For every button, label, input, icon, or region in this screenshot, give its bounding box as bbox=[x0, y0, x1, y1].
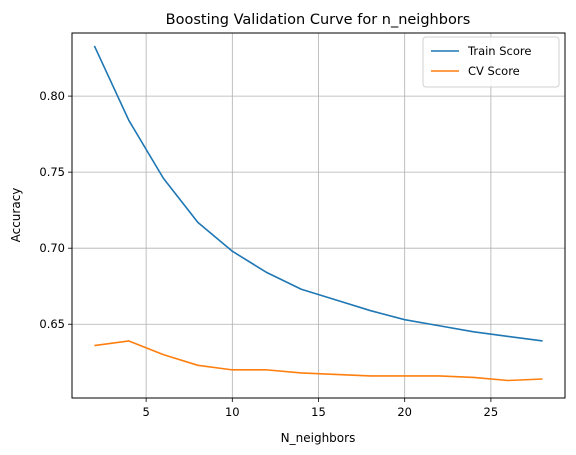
y-axis-ticks: 0.65 0.70 0.75 0.80 bbox=[39, 89, 72, 331]
legend: Train Score CV Score bbox=[422, 36, 560, 88]
y-tick-label: 0.75 bbox=[39, 165, 65, 179]
series-layer bbox=[93, 45, 543, 382]
x-axis-label: N_neighbors bbox=[281, 431, 356, 445]
x-tick-label: 15 bbox=[311, 405, 326, 419]
x-tick-label: 5 bbox=[142, 405, 149, 419]
y-tick-label: 0.65 bbox=[39, 317, 65, 331]
legend-box bbox=[422, 36, 560, 88]
chart-title: Boosting Validation Curve for n_neighbor… bbox=[166, 12, 471, 28]
series-line-train-score bbox=[93, 45, 543, 342]
legend-label-cv-score: CV Score bbox=[468, 64, 520, 78]
y-tick-label: 0.80 bbox=[39, 89, 65, 103]
x-axis-ticks: 5 10 15 20 25 bbox=[142, 398, 498, 419]
x-tick-label: 25 bbox=[484, 405, 499, 419]
y-tick-label: 0.70 bbox=[39, 241, 65, 255]
x-tick-label: 10 bbox=[225, 405, 240, 419]
series-line-cv-score bbox=[94, 340, 543, 382]
y-axis-label: Accuracy bbox=[9, 188, 23, 243]
legend-label-train-score: Train Score bbox=[467, 44, 531, 58]
x-tick-label: 20 bbox=[397, 405, 412, 419]
grid-lines bbox=[72, 33, 565, 398]
